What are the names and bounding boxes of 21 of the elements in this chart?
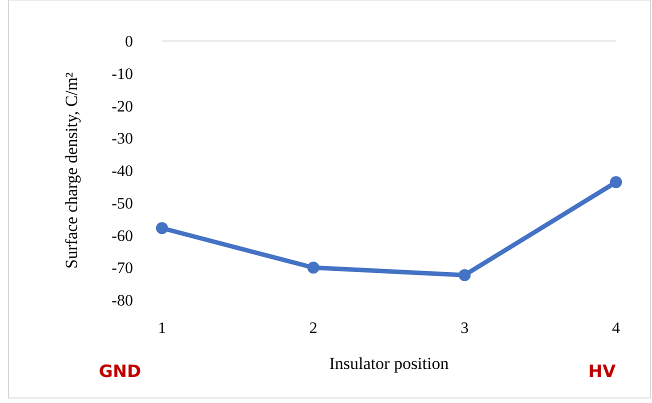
point (458, 269, 471, 282)
y-tick-label: -30 (112, 130, 133, 148)
x-axis-title: Insulator position (329, 354, 450, 373)
y-tick-label: 0 (125, 34, 133, 51)
y-tick-label: -10 (112, 66, 133, 83)
y-tick-label: -20 (112, 98, 133, 116)
y-tick-label: -50 (112, 195, 133, 212)
text: GND (98, 362, 142, 382)
text: HV (588, 362, 617, 382)
x-tick-label: 1 (158, 320, 166, 337)
point (156, 222, 168, 234)
y-axis-title: Surface charge density, C/m² (62, 72, 81, 269)
y-tick-label: -60 (112, 228, 133, 245)
y-tick-label: -80 (112, 292, 133, 310)
y-tick-label: -70 (112, 260, 133, 278)
y-tick-label: -40 (112, 163, 133, 180)
x-tick-label: 4 (612, 320, 620, 337)
point (307, 262, 320, 274)
x-tick-label: 2 (309, 320, 318, 337)
x-tick-label: 3 (460, 320, 469, 337)
point (610, 176, 622, 188)
